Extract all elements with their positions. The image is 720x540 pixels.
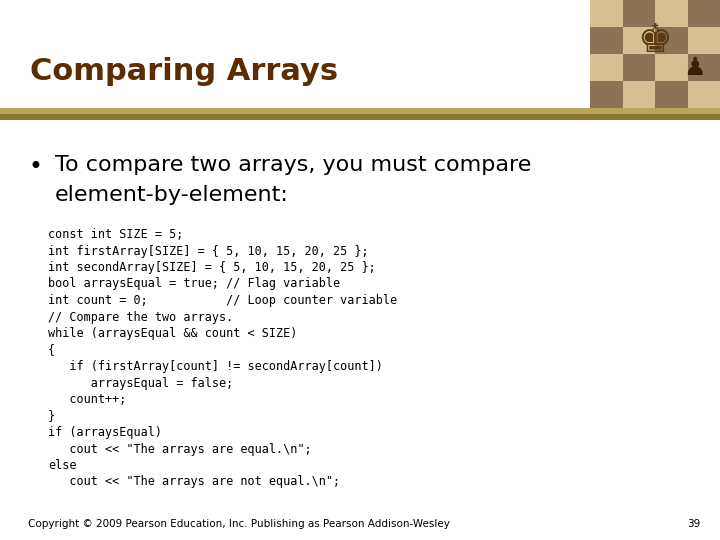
Text: Copyright © 2009 Pearson Education, Inc. Publishing as Pearson Addison-Wesley: Copyright © 2009 Pearson Education, Inc.…: [28, 519, 450, 529]
Bar: [623, 0, 655, 27]
Bar: [688, 54, 720, 81]
Text: const int SIZE = 5;: const int SIZE = 5;: [48, 228, 184, 241]
Text: if (firstArray[count] != secondArray[count]): if (firstArray[count] != secondArray[cou…: [48, 360, 383, 373]
Bar: [655, 0, 688, 27]
Text: cout << "The arrays are not equal.\n";: cout << "The arrays are not equal.\n";: [48, 476, 340, 489]
Text: if (arraysEqual): if (arraysEqual): [48, 426, 162, 439]
Bar: [590, 0, 623, 27]
Text: cout << "The arrays are equal.\n";: cout << "The arrays are equal.\n";: [48, 442, 312, 456]
Bar: [655, 27, 688, 54]
Text: }: }: [48, 409, 55, 422]
Text: // Compare the two arrays.: // Compare the two arrays.: [48, 310, 233, 323]
Text: bool arraysEqual = true; // Flag variable: bool arraysEqual = true; // Flag variabl…: [48, 278, 340, 291]
Text: ♚: ♚: [638, 22, 672, 59]
Text: element-by-element:: element-by-element:: [55, 185, 289, 205]
Bar: [688, 27, 720, 54]
Bar: [623, 54, 655, 81]
Bar: [0, 114, 720, 120]
Text: ♟: ♟: [683, 56, 705, 79]
Text: int count = 0;           // Loop counter variable: int count = 0; // Loop counter variable: [48, 294, 397, 307]
Text: int firstArray[SIZE] = { 5, 10, 15, 20, 25 };: int firstArray[SIZE] = { 5, 10, 15, 20, …: [48, 245, 369, 258]
Bar: [655, 54, 688, 81]
Bar: [688, 81, 720, 108]
Bar: [0, 108, 720, 114]
Text: 39: 39: [687, 519, 700, 529]
Text: arraysEqual = false;: arraysEqual = false;: [48, 376, 233, 389]
Bar: [590, 27, 623, 54]
Bar: [688, 0, 720, 27]
Text: count++;: count++;: [48, 393, 127, 406]
Bar: [590, 54, 623, 81]
Text: while (arraysEqual && count < SIZE): while (arraysEqual && count < SIZE): [48, 327, 297, 340]
Text: else: else: [48, 459, 76, 472]
Text: To compare two arrays, you must compare: To compare two arrays, you must compare: [55, 155, 531, 175]
Bar: [623, 27, 655, 54]
Bar: [655, 81, 688, 108]
Text: {: {: [48, 343, 55, 356]
Bar: [590, 81, 623, 108]
Bar: [623, 81, 655, 108]
Text: •: •: [28, 155, 42, 179]
Text: int secondArray[SIZE] = { 5, 10, 15, 20, 25 };: int secondArray[SIZE] = { 5, 10, 15, 20,…: [48, 261, 376, 274]
Text: Comparing Arrays: Comparing Arrays: [30, 57, 338, 86]
